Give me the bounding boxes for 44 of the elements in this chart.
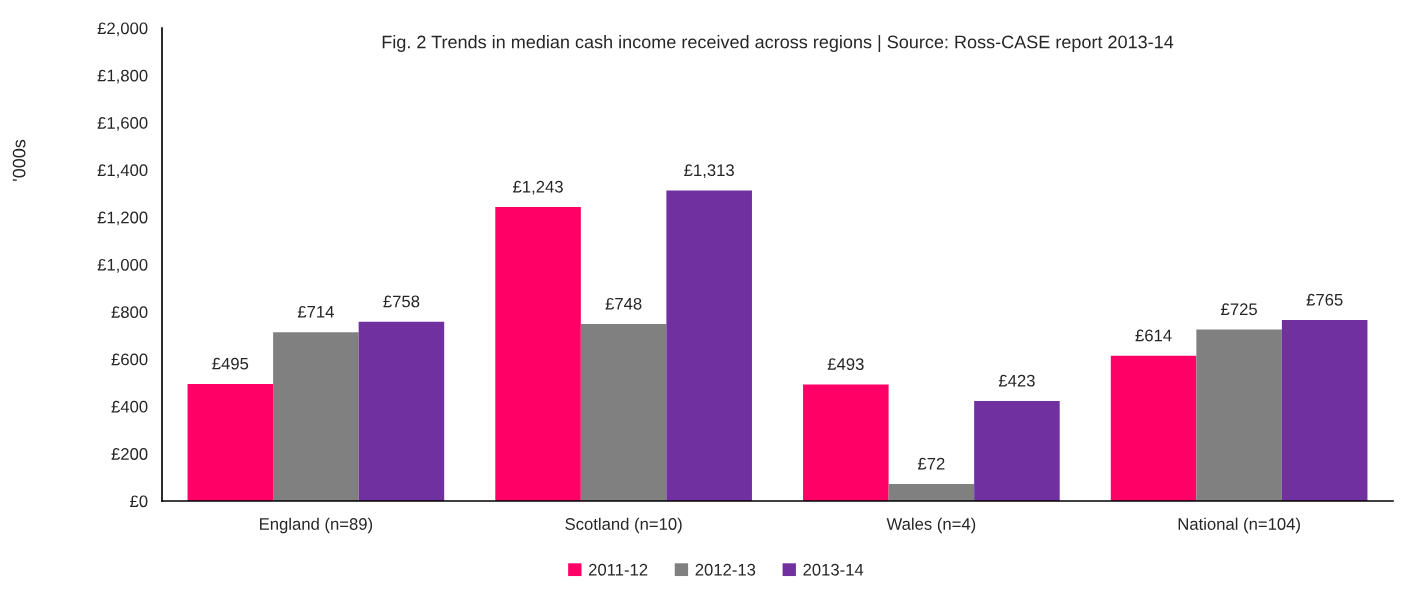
bar	[495, 207, 581, 501]
data-label: £1,243	[513, 180, 563, 195]
bar	[666, 190, 752, 501]
y-tick-label: £400	[111, 400, 148, 413]
bar	[974, 400, 1060, 501]
data-label: £72	[917, 457, 945, 470]
legend-label: 2013-14	[803, 563, 864, 576]
y-tick-label: £1,200	[97, 211, 148, 226]
data-label: £495	[212, 357, 249, 370]
y-tick-label: £600	[111, 353, 148, 366]
x-tick-label: Wales (n=4)	[886, 517, 976, 534]
bar	[187, 383, 274, 501]
y-tick-label: £200	[111, 448, 148, 460]
legend-label: 2012-13	[695, 563, 756, 576]
x-tick-label: National (n=104)	[1178, 517, 1300, 534]
data-label: £614	[1135, 329, 1172, 342]
chart-title: Fig. 2 Trends in median cash income received across regions | Source: Ross-CASE report 2013-14	[382, 35, 1174, 53]
y-tick-label: £2,000	[97, 22, 148, 37]
bar	[1281, 320, 1368, 501]
y-tick-label: £1,400	[97, 164, 148, 179]
legend-label: 2011-12	[589, 563, 648, 576]
bar	[888, 483, 975, 501]
bar	[1110, 355, 1197, 501]
data-label: £423	[998, 374, 1035, 387]
data-label: £714	[297, 305, 334, 318]
data-label: £1,313	[684, 164, 734, 179]
data-label: £765	[1306, 293, 1343, 306]
bar	[273, 332, 359, 501]
x-tick-label: England (n=89)	[260, 517, 373, 534]
y-tick-label: £1,000	[97, 258, 148, 273]
bar	[1196, 329, 1282, 501]
bar	[803, 384, 889, 501]
bar	[580, 324, 667, 501]
y-tick-label: £0	[130, 495, 148, 508]
bar	[358, 321, 445, 501]
data-label: £748	[605, 297, 642, 310]
x-tick-label: Scotland (n=10)	[565, 517, 682, 534]
y-tick-label: £800	[111, 306, 148, 318]
y-tick-label: £1,800	[97, 69, 148, 84]
data-label: £725	[1221, 303, 1257, 316]
y-tick-label: £1,600	[97, 117, 148, 131]
data-label: £493	[827, 358, 864, 370]
data-label: £758	[383, 295, 420, 308]
y-axis-title: '000s	[12, 139, 26, 181]
